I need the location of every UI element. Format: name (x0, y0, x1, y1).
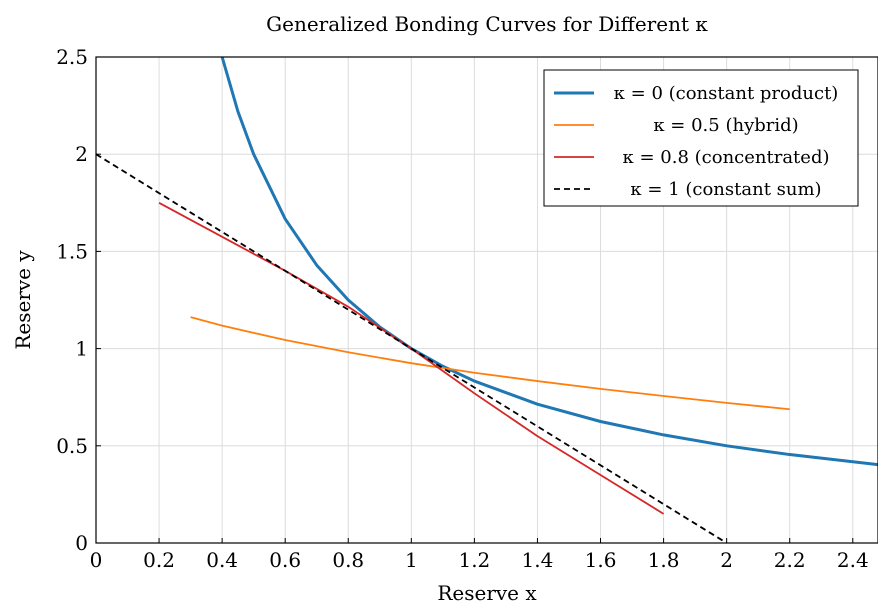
y-tick-label: 1 (75, 337, 88, 361)
tick-labels: 0 0.2 0.4 0.6 0.8 1 1.2 1.4 1.6 1.8 2 2.2 2.4 0 0.5 1 1.… (56, 45, 868, 572)
series-lines (95, 56, 878, 544)
x-tick-label: 0.2 (143, 548, 175, 572)
legend-label: κ = 1 (constant sum) (630, 179, 821, 200)
chart-title: Generalized Bonding Curves for Different… (266, 12, 708, 36)
x-tick-label: 1.6 (585, 548, 617, 572)
x-tick-label: 2.2 (774, 548, 806, 572)
series-line (95, 153, 728, 544)
x-tick-label: 1 (405, 548, 418, 572)
legend-label: κ = 0 (constant product) (614, 83, 839, 104)
plot-frame (95, 56, 878, 544)
x-tick-label: 2 (720, 548, 733, 572)
y-tick-label: 2 (75, 142, 88, 166)
y-tick-label: 0 (75, 531, 88, 555)
x-tick-label: 1.8 (648, 548, 680, 572)
x-tick-label: 0.4 (206, 548, 238, 572)
y-tick-label: 0.5 (56, 434, 88, 458)
series-line (190, 316, 790, 411)
legend: κ = 0 (constant product) κ = 0.5 (hybrid)… (543, 69, 859, 207)
x-axis-title: Reserve x (437, 581, 537, 605)
y-axis-title: Reserve y (11, 250, 35, 350)
legend-label: κ = 0.8 (concentrated) (623, 147, 830, 168)
x-tick-label: 0.8 (332, 548, 364, 572)
y-tick-label: 1.5 (56, 239, 88, 263)
series-line (220, 56, 878, 467)
x-tick-label: 1.2 (458, 548, 490, 572)
y-tick-label: 2.5 (56, 45, 88, 69)
x-tick-label: 2.4 (837, 548, 869, 572)
legend-label: κ = 0.5 (hybrid) (653, 115, 798, 136)
x-tick-label: 1.4 (522, 548, 554, 572)
x-tick-label: 0.6 (269, 548, 301, 572)
x-tick-label: 0 (90, 548, 103, 572)
legend-box (543, 69, 859, 207)
